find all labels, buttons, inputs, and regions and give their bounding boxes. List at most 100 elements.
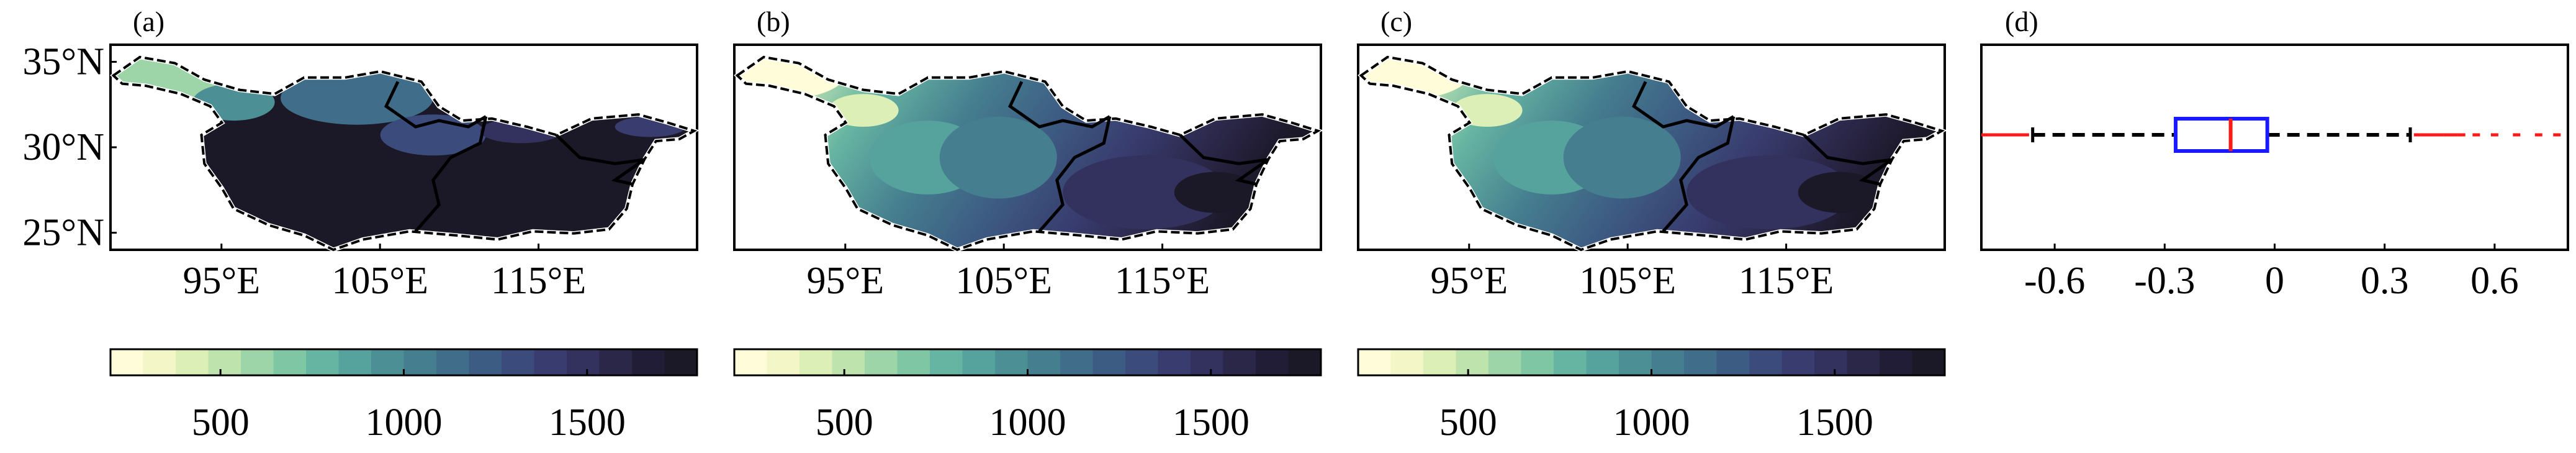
field-patch: [939, 116, 1057, 199]
colorbar-bin: [534, 349, 567, 375]
colorbar-bin: [1521, 349, 1554, 375]
colorbar-bin: [176, 349, 209, 375]
precip-field: [737, 57, 1318, 250]
subbasin-border: [1008, 81, 1111, 129]
colorbar-bin: [734, 349, 767, 375]
colorbar-bin: [1423, 349, 1456, 375]
map-panel-c: (c) 95°E 105°E 115°E 500 1000 1500: [1357, 6, 1948, 444]
colorbar-bin: [1488, 349, 1521, 375]
region-outline: [1359, 55, 1945, 252]
lon-tick-label: 115°E: [1115, 260, 1210, 302]
lon-tick-label: 115°E: [491, 260, 586, 302]
colorbar-bin: [1092, 349, 1126, 375]
colorbar-bin: [767, 349, 800, 375]
boxplot-panel: (d) -0.6 -0.3 0 0.3 0.6: [1980, 6, 2569, 302]
colorbar-tick-label: 1000: [989, 401, 1066, 444]
colorbar-tick-label: 500: [816, 401, 873, 444]
colorbar-bin: [1749, 349, 1782, 375]
subbasin-border: [1858, 158, 1893, 186]
colorbar-bin: [1586, 349, 1619, 375]
colorbar-bin: [599, 349, 633, 375]
colorbar-tick-label: 500: [192, 401, 250, 444]
x-tick-label: 0.3: [2361, 260, 2409, 302]
colorbar-bin: [436, 349, 469, 375]
lon-tick-label: 105°E: [955, 260, 1052, 302]
colorbar-tick-label: 1000: [1613, 401, 1690, 444]
colorbar-bin: [962, 349, 996, 375]
colorbar-bin: [632, 349, 665, 375]
colorbar-bin: [1847, 349, 1880, 375]
colorbar-bin: [1060, 349, 1093, 375]
colorbar-bin: [1684, 349, 1717, 375]
colorbar-bin: [1256, 349, 1289, 375]
colorbar-bin: [273, 349, 307, 375]
colorbar-bin: [1158, 349, 1191, 375]
colorbar-bin: [865, 349, 898, 375]
subbasin-border: [384, 81, 487, 129]
boxplot-axes-frame: [1980, 43, 2569, 251]
field-patch: [1174, 172, 1257, 213]
colorbar-bin: [306, 349, 339, 375]
colorbar-bin: [1358, 349, 1391, 375]
lon-tick-label: 105°E: [331, 260, 428, 302]
lon-tick-label: 95°E: [806, 260, 884, 302]
field-patch: [828, 94, 899, 127]
colorbar-bin: [1027, 349, 1061, 375]
colorbar: 500 1000 1500: [1357, 348, 1946, 444]
colorbar-bin: [1456, 349, 1489, 375]
colorbar-bin: [832, 349, 865, 375]
colorbar-bin: [567, 349, 600, 375]
panel-label: (a): [133, 6, 164, 37]
map-panels: (a) 95°E 105°E 115°E 35°N 30°N 25°N 500 1000 1500…: [22, 6, 1948, 444]
x-tick-label: 0: [2265, 260, 2284, 302]
panel-label: (c): [1380, 6, 1412, 37]
colorbar-bin: [371, 349, 404, 375]
region-outline: [111, 55, 698, 252]
lat-tick-label: 30°N: [22, 126, 104, 168]
colorbar-bin: [502, 349, 534, 375]
iqr-box: [2174, 117, 2269, 153]
panel-label: (b): [757, 6, 790, 37]
colorbar-bin: [143, 349, 176, 375]
colorbar-bin: [1554, 349, 1587, 375]
colorbar-bin: [403, 349, 437, 375]
colorbar-bin: [799, 349, 832, 375]
subbasin-border: [1038, 116, 1112, 232]
colorbar-tick-label: 1500: [549, 401, 626, 444]
lat-tick-label: 25°N: [22, 212, 104, 254]
colorbar-bin: [469, 349, 502, 375]
colorbar-tick-label: 1500: [1173, 401, 1250, 444]
field-patch: [1563, 116, 1681, 199]
colorbar-bin: [1619, 349, 1652, 375]
colorbar-bin: [995, 349, 1028, 375]
colorbar-bin: [1716, 349, 1750, 375]
map-panel-b: (b) 95°E 105°E 115°E 500 1000 1500: [733, 6, 1324, 444]
colorbar-bin: [241, 349, 274, 375]
subbasin-border: [1632, 81, 1735, 129]
x-tick-label: -0.6: [2024, 260, 2085, 302]
field-patch: [1063, 155, 1227, 229]
lon-tick-label: 95°E: [182, 260, 260, 302]
colorbar-bin: [664, 349, 698, 375]
subbasin-border: [1662, 116, 1736, 232]
colorbar-bin: [1651, 349, 1685, 375]
colorbar-bin: [1781, 349, 1815, 375]
colorbar-bin: [1125, 349, 1158, 375]
colorbar: 500 1000 1500: [109, 348, 698, 444]
colorbar-bin: [1912, 349, 1945, 375]
lon-tick-label: 95°E: [1430, 260, 1508, 302]
colorbar-bin: [1191, 349, 1223, 375]
subbasin-border: [414, 116, 488, 232]
colorbar-bin: [1390, 349, 1424, 375]
subbasin-border: [611, 158, 646, 186]
x-tick-label: 0.6: [2470, 260, 2519, 302]
colorbar-bin: [338, 349, 372, 375]
colorbar-tick-label: 1000: [366, 401, 443, 444]
field-patch: [1452, 94, 1523, 127]
colorbar-bin: [1814, 349, 1847, 375]
colorbar-tick-label: 1500: [1796, 401, 1873, 444]
subbasin-border: [1235, 158, 1269, 186]
map-panel-a: (a) 95°E 105°E 115°E 35°N 30°N 25°N 500 1000 1500: [22, 6, 700, 444]
colorbar-bin: [897, 349, 930, 375]
colorbar: 500 1000 1500: [733, 348, 1322, 444]
